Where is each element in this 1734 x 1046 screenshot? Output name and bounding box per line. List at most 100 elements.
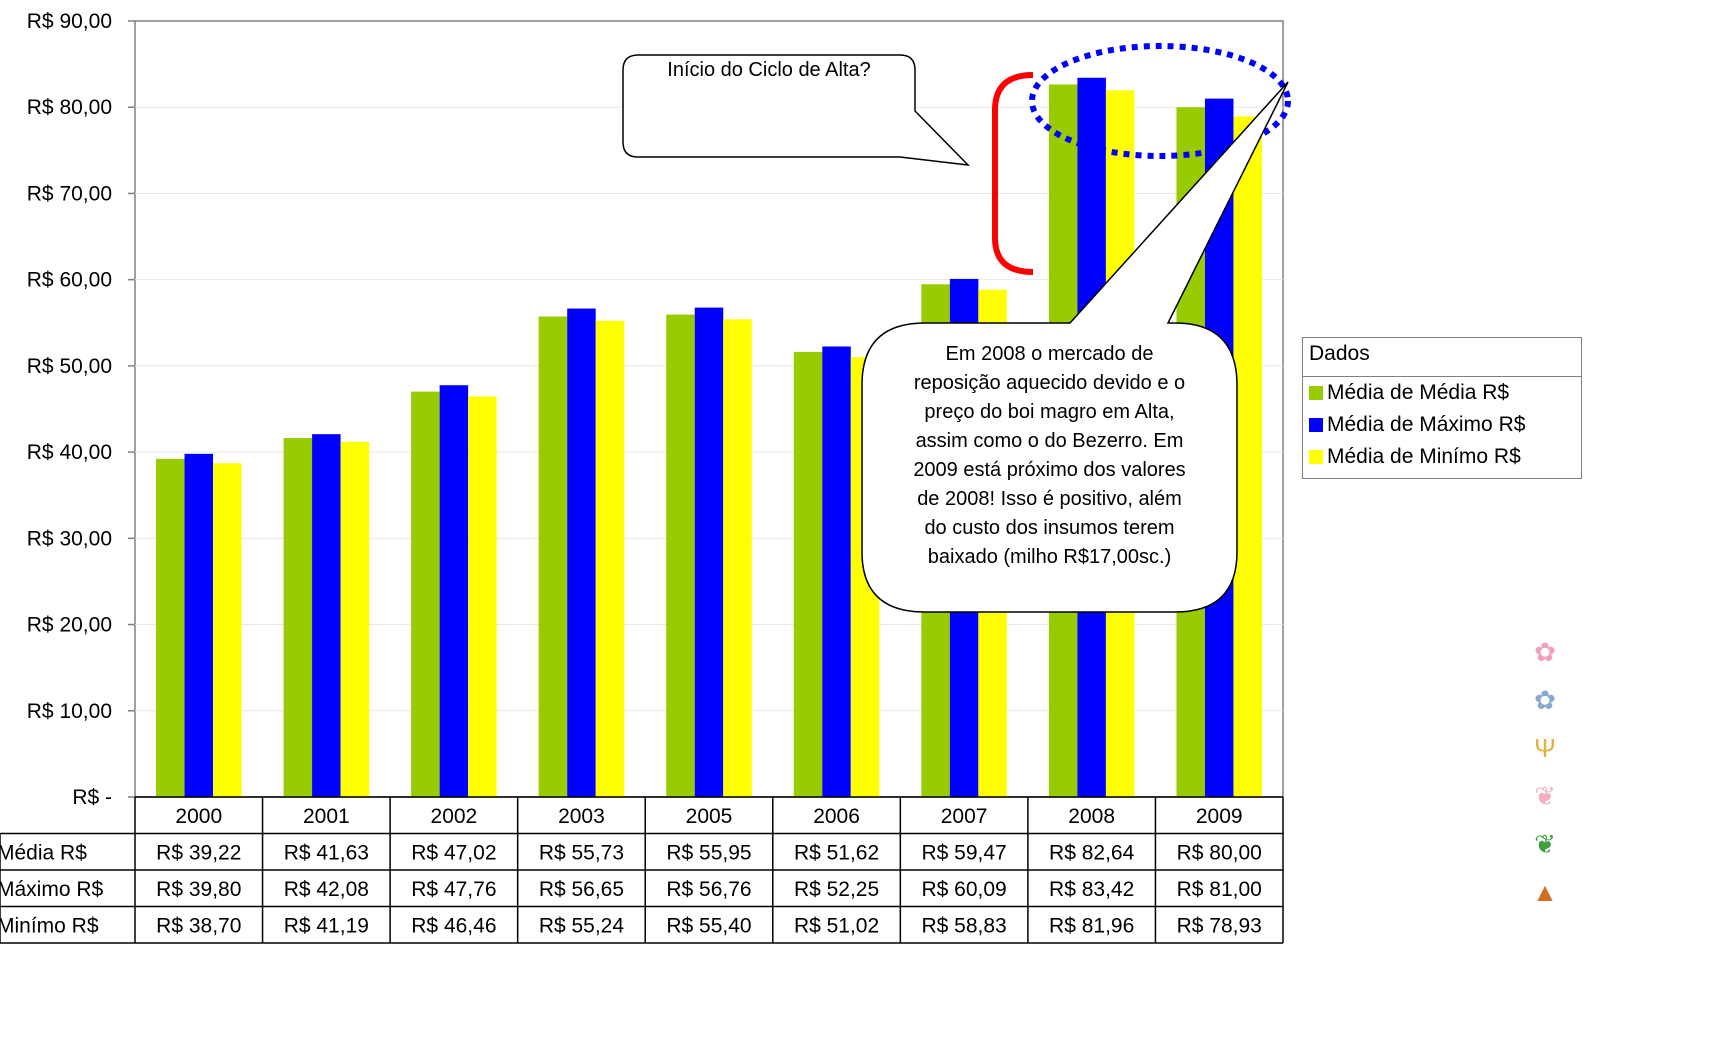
- y-tick-label: R$ 10,00: [27, 700, 112, 723]
- main-callout-line: do custo dos insumos terem: [924, 517, 1175, 539]
- x-tick-label: 2003: [558, 805, 605, 828]
- data-label: R$ 81,00: [1177, 878, 1262, 901]
- data-label: R$ 55,73: [539, 842, 624, 865]
- legend-item-minimo: Média de Minímo R$: [1303, 441, 1581, 473]
- legend: Dados Média de Média R$ Média de Máximo …: [1302, 337, 1582, 479]
- red-bracket: [992, 72, 1034, 275]
- data-label: R$ 55,40: [666, 915, 751, 938]
- bar: [213, 463, 242, 797]
- dotted-ellipse: [1029, 43, 1291, 159]
- data-label: R$ 83,42: [1049, 878, 1134, 901]
- bar: [283, 438, 313, 797]
- data-label: R$ 39,80: [156, 878, 241, 901]
- bar: [340, 441, 370, 797]
- legend-label: Média de Máximo R$: [1327, 413, 1526, 436]
- x-tick-label: 2000: [175, 805, 222, 828]
- bar: [439, 385, 469, 797]
- bar: [793, 351, 823, 797]
- x-tick-label: 2007: [941, 805, 988, 828]
- main-callout-line: de 2008! Isso é positivo, além: [917, 488, 1182, 510]
- y-axis: R$ - R$ 10,00 R$ 20,00 R$ 30,00 R$ 40,00 R$ 5…: [27, 10, 135, 809]
- data-label: R$ 41,63: [284, 842, 369, 865]
- main-callout-line: assim como o do Bezerro. Em: [915, 430, 1184, 452]
- legend-item-media: Média de Média R$: [1303, 377, 1581, 409]
- bar: [156, 458, 185, 797]
- x-tick-label: 2001: [303, 805, 350, 828]
- x-tick-label: 2009: [1196, 805, 1243, 828]
- y-tick-label: R$ 40,00: [27, 441, 112, 464]
- main-callout-line: Em 2008 o mercado de: [945, 343, 1154, 365]
- bar: [666, 314, 695, 797]
- data-label: R$ 82,64: [1049, 842, 1135, 865]
- data-label: R$ 56,65: [539, 878, 624, 901]
- side-icons: ✿ ✿ Ψ ❦ ❦ ▲: [1528, 628, 1562, 916]
- data-label: R$ 78,93: [1177, 915, 1262, 938]
- data-table: 2000 2001 2002 2003 2005 2006 2007 2008 2009 Médi…: [0, 796, 1284, 944]
- y-tick-label: R$ 50,00: [27, 355, 112, 378]
- y-tick-label: R$ 70,00: [27, 182, 112, 205]
- data-label: R$ 42,08: [284, 878, 369, 901]
- lungs-green-icon: ❦: [1534, 829, 1556, 859]
- y-tick-label: R$ -: [72, 786, 112, 809]
- table-row-label: Média R$: [0, 842, 87, 865]
- bar: [595, 320, 625, 797]
- annotations: [622, 43, 1291, 613]
- lungs-pink-icon: ❦: [1534, 781, 1556, 811]
- main-callout-line: baixado (milho R$17,00sc.): [927, 546, 1172, 568]
- x-tick-label: 2002: [431, 805, 478, 828]
- main-callout-text: Em 2008 o mercado de reposição aquecido d…: [862, 340, 1237, 572]
- y-tick-label: R$ 90,00: [27, 10, 112, 33]
- legend-title: Dados: [1303, 338, 1581, 377]
- top-callout-text: Início do Ciclo de Alta?: [667, 59, 871, 81]
- data-label: R$ 41,19: [284, 915, 369, 938]
- legend-swatch-yellow: [1309, 450, 1323, 464]
- data-label: R$ 59,47: [921, 842, 1006, 865]
- top-callout-shape: [622, 54, 971, 166]
- bar: [723, 319, 752, 797]
- bar: [411, 391, 440, 797]
- table-row-label: Minímo R$: [0, 915, 99, 938]
- data-label: R$ 55,95: [666, 842, 751, 865]
- paw-print-pink-icon: ✿: [1534, 637, 1556, 667]
- bar: [822, 346, 851, 797]
- data-label: R$ 60,09: [921, 878, 1006, 901]
- data-label: R$ 39,22: [156, 842, 241, 865]
- legend-label: Média de Média R$: [1327, 381, 1510, 404]
- legend-label: Média de Minímo R$: [1327, 445, 1521, 468]
- y-tick-label: R$ 60,00: [27, 269, 112, 292]
- y-tick-label: R$ 30,00: [27, 527, 112, 550]
- bar: [1233, 116, 1262, 797]
- data-label: R$ 38,70: [156, 915, 241, 938]
- bar: [312, 434, 341, 797]
- bar: [567, 308, 596, 797]
- legend-swatch-green: [1309, 386, 1323, 400]
- data-label: R$ 52,25: [794, 878, 879, 901]
- data-label: R$ 47,76: [411, 878, 496, 901]
- bird-track-icon: Ψ: [1534, 733, 1556, 763]
- x-tick-label: 2008: [1068, 805, 1115, 828]
- data-label: R$ 55,24: [539, 915, 625, 938]
- data-label: R$ 51,02: [794, 915, 879, 938]
- y-tick-label: R$ 80,00: [27, 96, 112, 119]
- legend-swatch-blue: [1309, 418, 1323, 432]
- main-callout-line: preço do boi magro em Alta,: [924, 401, 1175, 423]
- data-label: R$ 58,83: [921, 915, 1006, 938]
- main-callout-shape: [861, 81, 1289, 613]
- bar: [184, 453, 214, 797]
- stomach-orange-icon: ▲: [1532, 877, 1558, 907]
- y-tick-label: R$ 20,00: [27, 614, 112, 637]
- data-label: R$ 47,02: [411, 842, 496, 865]
- data-label: R$ 81,96: [1049, 915, 1134, 938]
- data-label: R$ 51,62: [794, 842, 879, 865]
- table-row-label: Máximo R$: [0, 878, 104, 901]
- x-tick-label: 2005: [686, 805, 733, 828]
- bar: [468, 396, 497, 797]
- main-callout-line: 2009 está próximo dos valores: [913, 459, 1186, 481]
- paw-print-blue-icon: ✿: [1534, 685, 1556, 715]
- data-label: R$ 46,46: [411, 915, 496, 938]
- data-label: R$ 56,76: [666, 878, 751, 901]
- x-tick-label: 2006: [813, 805, 860, 828]
- bar: [694, 307, 724, 797]
- legend-item-maximo: Média de Máximo R$: [1303, 409, 1581, 441]
